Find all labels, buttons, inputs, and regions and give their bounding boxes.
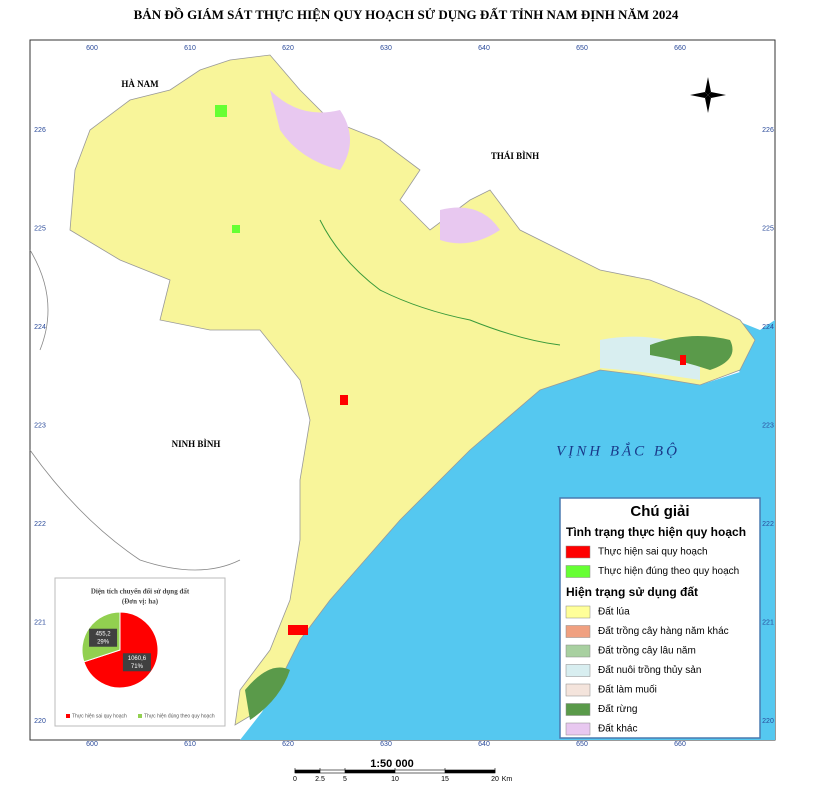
land-patch [245,667,290,720]
legend-label: Thực hiện đúng theo quy hoạch [598,566,739,577]
scale-tick-label: 2.5 [315,776,325,783]
land-patch [440,207,500,244]
x-grid-label: 660 [674,741,686,748]
violation-spot [340,395,348,405]
legend-label: Đất khác [598,723,637,735]
y-grid-label: 221 [762,619,774,626]
chart-subtitle: (Đơn vị: ha) [122,598,159,606]
x-grid-label: 650 [576,741,588,748]
grid-labels: 600 600 610 610 620 620 630 630 640 640 650 650 660 6… [34,45,774,748]
legend: Tình trạng thực hiện quy hoạch Thực hiện … [565,525,746,736]
place-label: VỊNH BẮC BỘ [556,442,680,459]
x-grid-label: 620 [282,741,294,748]
province [69,54,756,726]
y-grid-label: 224 [762,324,774,331]
legend-label: Đất rừng [598,703,638,715]
scale-tick-label: 10 [391,776,399,783]
scale-segment [445,770,495,773]
data-label: 1060,6 [128,656,147,662]
legend-swatch [565,625,591,638]
data-label: 455,2 [96,631,112,637]
legend-label: Đất làm muối [598,684,657,696]
chart-legend-swatch [138,714,142,718]
x-grid-label: 630 [380,741,392,748]
land-patch [270,90,350,170]
legend-section-title: Tình trạng thực hiện quy hoạch [566,525,746,539]
legend-title: Chú giải [630,503,689,520]
y-grid-label: 222 [34,521,46,528]
scale-segment [345,770,395,773]
place-label: NINH BÌNH [172,439,221,449]
legend-label: Thực hiện sai quy hoạch [598,547,708,558]
legend-section-title: Hiện trạng sử dụng đất [566,585,698,599]
y-grid-label: 222 [762,521,774,528]
compliant-spot [215,105,227,117]
y-grid-label: 226 [762,127,774,134]
x-grid-label: 640 [478,45,490,52]
scale-tick-label: 5 [343,776,347,783]
chart-legend-label: Thực hiện sai quy hoạch [72,713,127,719]
place-label: HÀ NAM [121,79,159,89]
place-label: THÁI BÌNH [491,151,539,161]
scale-unit: Km [502,776,513,783]
boundary [29,249,241,571]
data-label: 71% [131,664,144,670]
chart-legend-label: Thực hiện đúng theo quy hoạch [144,713,215,719]
x-grid-label: 660 [674,45,686,52]
legend-box [559,497,761,739]
legend-label: Đất nuôi trồng thủy sản [598,664,701,676]
y-grid-label: 221 [34,619,46,626]
y-grid-label: 225 [34,225,46,232]
y-grid-label: 225 [762,225,774,232]
legend-label: Đất lúa [598,606,630,618]
legend-swatch [565,545,591,559]
y-grid-label: 223 [34,422,46,429]
scale-tick-label: 0 [293,776,297,783]
compass [690,77,726,113]
legend-swatch [565,683,591,697]
chart-title: Diện tích chuyển đổi sử dụng đất [91,588,190,596]
x-grid-label: 630 [380,45,392,52]
map-title: BẢN ĐỒ GIÁM SÁT THỰC HIỆN QUY HOẠCH SỬ D… [134,7,679,22]
legend-swatch [565,722,591,736]
violation-spot [680,355,686,365]
x-grid-label: 620 [282,45,294,52]
data-label-box [89,628,118,647]
legend-label: Đất trồng cây lâu năm [598,645,696,657]
pie: 1060,6 71% 455,2 29% Thực hiện sai quy hoạch… [66,611,215,719]
legend-swatch [565,703,591,716]
x-grid-label: 650 [576,45,588,52]
x-grid-label: 600 [86,741,98,748]
y-grid-label: 224 [34,324,46,331]
x-grid-label: 640 [478,741,490,748]
land-patch [650,336,733,370]
legend-swatch [565,565,591,578]
x-grid-label: 600 [86,45,98,52]
data-label: 29% [97,639,110,645]
scale-segment [295,770,320,773]
violation-spot [288,625,308,635]
legend-swatch [565,605,591,619]
y-grid-label: 220 [34,718,46,725]
x-grid-label: 610 [184,45,196,52]
scale-label: 1:50 000 [370,758,413,770]
legend-swatch [565,664,591,677]
chart-legend-swatch [66,714,70,718]
scale-tick-label: 20 [491,776,499,783]
data-label-box [122,653,151,672]
legend-swatch [565,644,591,658]
scale-tick-label: 15 [441,776,449,783]
legend-label: Đất trồng cây hàng năm khác [598,625,729,637]
scale-bar: 0 2.5 5 10 15 20 Km [293,768,512,783]
road [319,219,561,346]
x-grid-label: 610 [184,741,196,748]
y-grid-label: 226 [34,127,46,134]
compliant-spot [232,225,240,233]
y-grid-label: 220 [762,718,774,725]
y-grid-label: 223 [762,422,774,429]
